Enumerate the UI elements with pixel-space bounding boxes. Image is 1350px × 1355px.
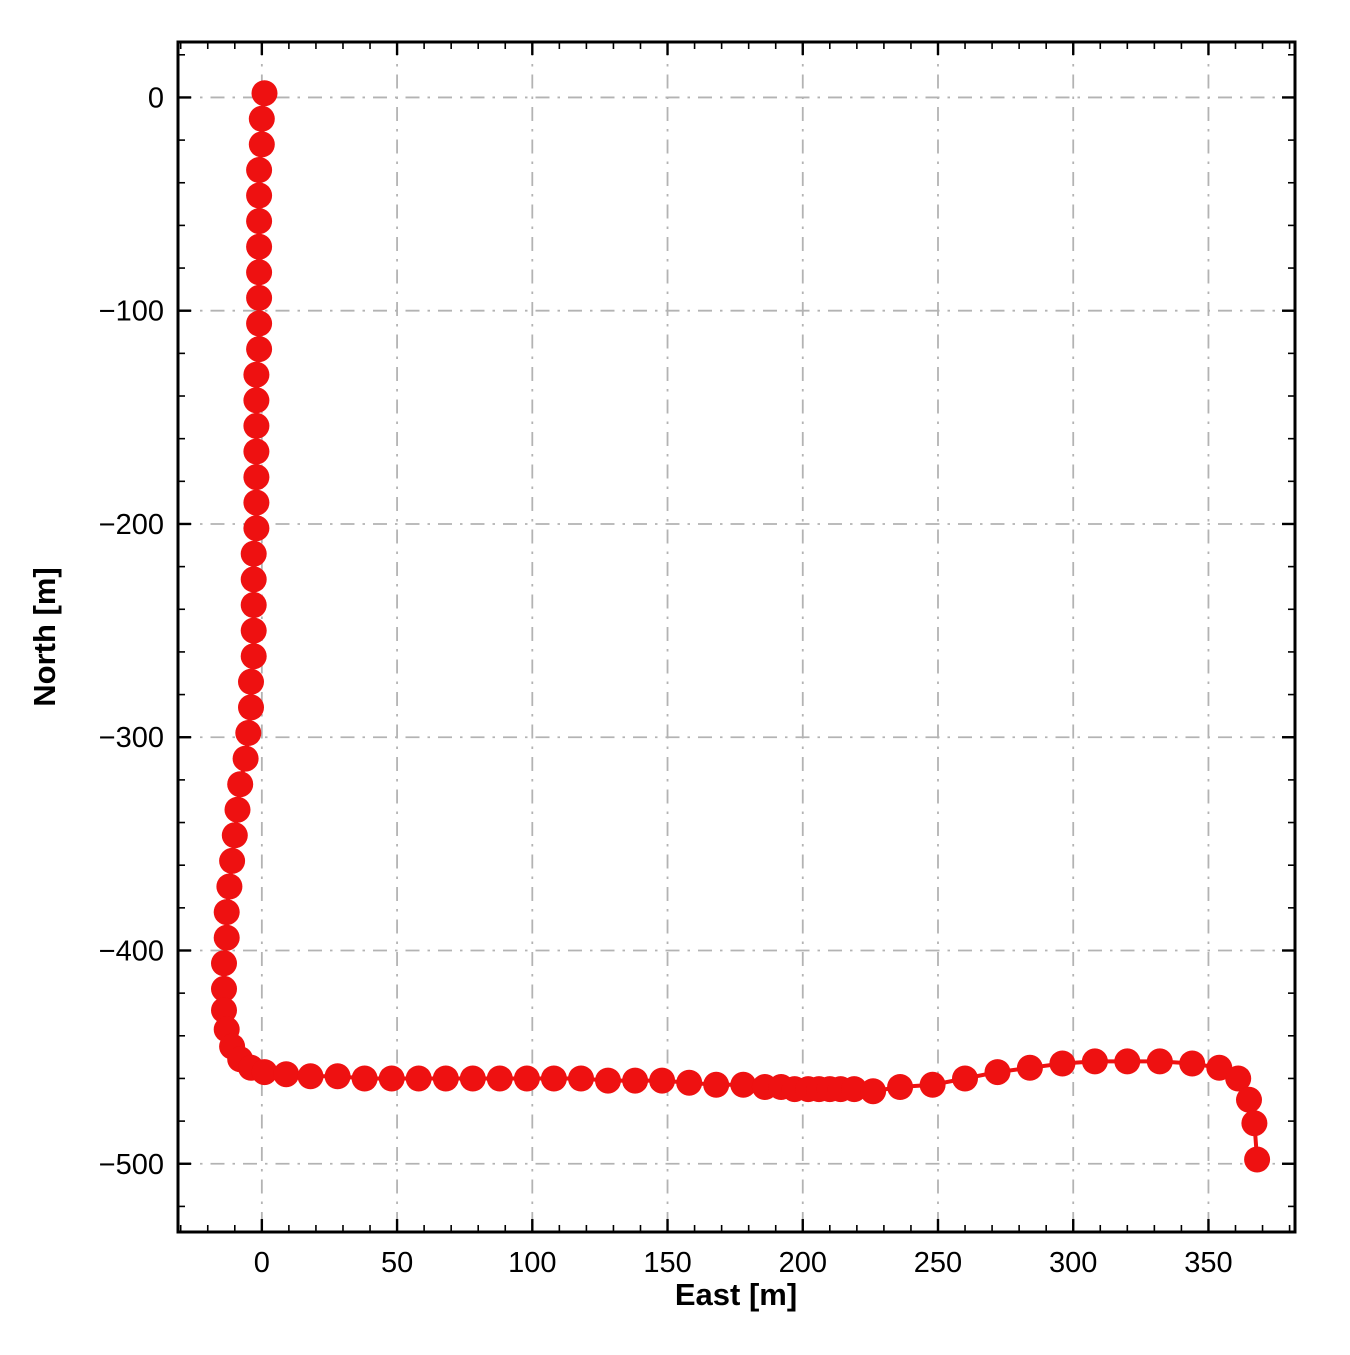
plot-border — [176, 40, 1297, 1234]
svg-text:350: 350 — [1184, 1247, 1232, 1279]
svg-text:200: 200 — [779, 1247, 827, 1279]
svg-text:250: 250 — [914, 1247, 962, 1279]
svg-text:−100: −100 — [99, 296, 164, 328]
tick-label-layer: 0 50 100 150 200 250 300 350 0 −100 −200 −300 −400 −5… — [99, 82, 1233, 1279]
x-axis-label: East [m] — [675, 1277, 797, 1312]
trajectory-series — [211, 80, 1271, 1173]
y-axis-label: North [m] — [27, 567, 62, 706]
svg-text:0: 0 — [254, 1247, 270, 1279]
svg-text:150: 150 — [643, 1247, 691, 1279]
svg-text:100: 100 — [508, 1247, 556, 1279]
svg-text:−500: −500 — [99, 1149, 164, 1181]
svg-text:0: 0 — [148, 82, 164, 114]
grid-layer — [178, 42, 1295, 1232]
svg-text:−400: −400 — [99, 935, 164, 967]
svg-text:−200: −200 — [99, 509, 164, 541]
svg-text:300: 300 — [1049, 1247, 1097, 1279]
svg-text:−300: −300 — [99, 722, 164, 754]
svg-text:50: 50 — [381, 1247, 413, 1279]
